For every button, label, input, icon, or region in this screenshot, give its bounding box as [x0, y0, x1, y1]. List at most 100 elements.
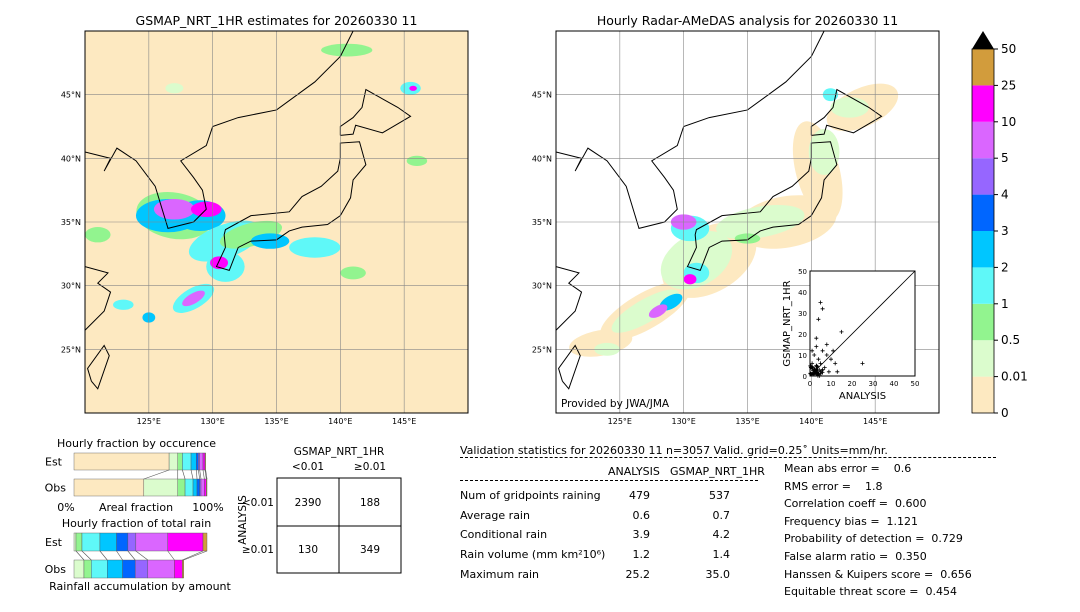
colorbar-label: 5 — [1001, 151, 1009, 165]
colorbar-segment — [972, 158, 994, 194]
fraction-segment — [74, 479, 144, 496]
score-line: Hanssen & Kuipers score = 0.656 — [784, 568, 972, 581]
row-label-est: Est — [45, 536, 63, 549]
fraction-segment — [182, 560, 183, 578]
fraction-segment — [197, 479, 200, 496]
fraction-segment — [201, 479, 204, 496]
score-line: Correlation coeff = 0.600 — [784, 497, 926, 510]
fraction-segment — [107, 560, 122, 578]
fraction-segment — [169, 453, 178, 470]
y-tick-label: 40°N — [61, 154, 81, 163]
table-cell: 349 — [360, 544, 380, 556]
connector-line — [136, 551, 148, 560]
y-tick-label: 40°N — [532, 154, 552, 163]
fraction-segment — [178, 479, 185, 496]
fraction-segment — [174, 560, 182, 578]
fraction-segment — [204, 479, 206, 496]
score-line: Probability of detection = 0.729 — [784, 532, 963, 545]
y-tick-label: 40 — [798, 289, 807, 297]
table-cell: 188 — [360, 497, 380, 509]
colorbar-segment — [972, 122, 994, 158]
map-title: Hourly Radar-AMeDAS analysis for 2026033… — [597, 13, 898, 28]
connector-line — [203, 470, 204, 479]
x-tick-label: 140°E — [328, 417, 352, 426]
stat-analysis-value: 3.9 — [620, 528, 650, 541]
row-label-est: Est — [45, 456, 63, 469]
colorbar-segment — [972, 304, 994, 340]
precip-area — [340, 267, 366, 280]
colorbar-segment — [972, 267, 994, 303]
stat-gsmap-value: 0.7 — [700, 509, 730, 522]
fraction-segment — [168, 533, 203, 551]
x-tick-label: 135°E — [735, 417, 759, 426]
fraction-segment — [74, 560, 84, 578]
x-tick-label: 130°E — [672, 417, 696, 426]
x-tick-label: 0% — [57, 501, 74, 514]
fraction-segment — [182, 453, 191, 470]
fraction-segment — [203, 533, 207, 551]
colorbar-label: 10 — [1001, 115, 1016, 129]
connector-line — [128, 551, 135, 560]
fraction-segment — [185, 479, 193, 496]
score-line: Equitable threat score = 0.454 — [784, 585, 957, 598]
divider — [460, 480, 758, 481]
stat-gsmap-value: 537 — [700, 489, 730, 502]
precip-area — [684, 274, 697, 284]
map-panel: 125°E 130°E 135°E 140°E 145°E45°N40°N35°N30°… — [61, 13, 468, 426]
y-tick-label: 35°N — [532, 218, 552, 227]
precip-area — [407, 156, 427, 166]
y-tick-label: 0 — [803, 373, 807, 381]
col-gsmap: GSMAP_NRT_1HR — [670, 465, 765, 478]
colorbar-segment — [972, 49, 994, 85]
x-tick-label: 135°E — [264, 417, 288, 426]
connector-line — [82, 551, 91, 560]
precip-area — [85, 227, 111, 242]
x-tick-label: 145°E — [863, 417, 887, 426]
map-title: GSMAP_NRT_1HR estimates for 20260330 11 — [136, 13, 418, 28]
fraction-segment — [74, 453, 169, 470]
y-tick-label: 25°N — [61, 345, 81, 354]
fraction-segment — [148, 560, 175, 578]
fraction-segment — [200, 453, 203, 470]
x-tick-label: 125°E — [137, 417, 161, 426]
fraction-segment — [128, 533, 136, 551]
x-tick-label: 145°E — [392, 417, 416, 426]
y-tick-label: 35°N — [61, 218, 81, 227]
x-tick-label: 0 — [808, 380, 812, 388]
fraction-segment — [206, 479, 207, 496]
y-tick-label: 30 — [798, 310, 807, 318]
fraction-segment — [193, 479, 197, 496]
colorbar-label: 4 — [1001, 188, 1009, 202]
y-tick-label: 30°N — [532, 282, 552, 291]
x-tick-label: 130°E — [201, 417, 225, 426]
stat-gsmap-value: 1.4 — [700, 548, 730, 561]
fraction-segment — [203, 453, 205, 470]
table-cell: 2390 — [295, 497, 322, 509]
fraction-title: Hourly fraction of total rain — [62, 517, 211, 530]
stat-gsmap-value: 35.0 — [700, 568, 730, 581]
x-tick-label: 140°E — [799, 417, 823, 426]
colorbar-label: 3 — [1001, 224, 1009, 238]
col-analysis: ANALYSIS — [608, 465, 660, 478]
colorbar-label: 25 — [1001, 78, 1016, 92]
x-axis-label: ANALYSIS — [839, 391, 886, 402]
colorbar-segment — [972, 231, 994, 267]
y-tick-label: 10 — [798, 352, 807, 360]
x-tick-label: 10 — [827, 380, 836, 388]
fraction-chart: EstObsHourly fraction of total rain — [45, 517, 212, 578]
fraction-chart: Est Obs Hourly fraction by occurence — [45, 437, 217, 496]
x-tick-label: 40 — [890, 380, 899, 388]
precip-area — [809, 129, 840, 175]
score-line: Mean abs error = 0.6 — [784, 462, 911, 475]
fraction-segment — [74, 533, 76, 551]
stat-analysis-value: 0.6 — [620, 509, 650, 522]
provider-label: Provided by JWA/JMA — [561, 398, 670, 410]
divider — [460, 457, 996, 458]
y-tick-label: 20 — [798, 331, 807, 339]
col-header: ≥0.01 — [354, 461, 386, 473]
fraction-segment — [191, 453, 196, 470]
connector-line — [191, 470, 193, 479]
connector-line — [182, 470, 185, 479]
fraction-segment — [100, 533, 117, 551]
